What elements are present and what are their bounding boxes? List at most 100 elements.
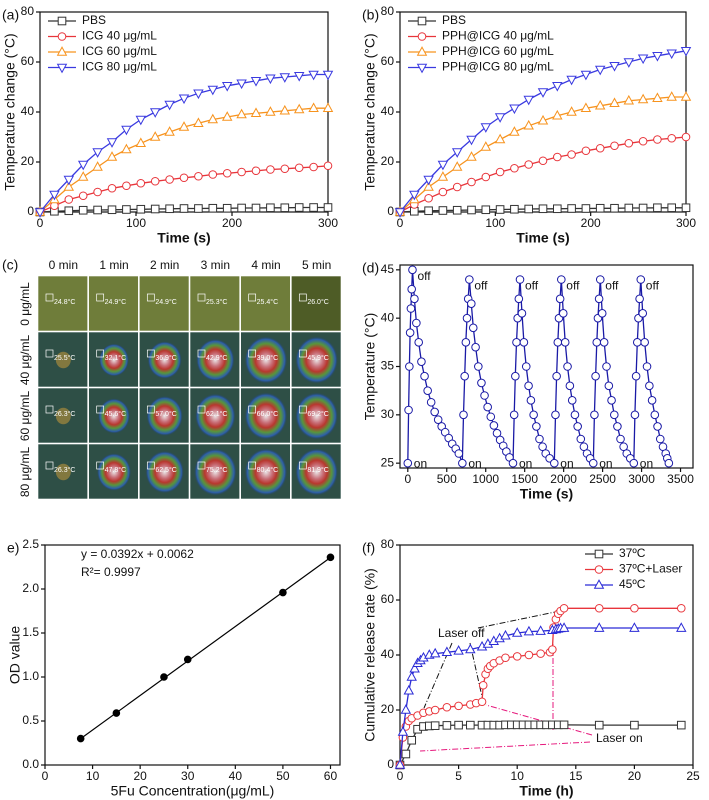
x-tick-label: 300 [676, 216, 696, 230]
legend-marker [57, 16, 67, 26]
y-tick-label: 45 [381, 262, 395, 276]
data-point [551, 410, 560, 420]
data-point [63, 181, 75, 191]
x-tick-label: 30 [181, 769, 195, 783]
x-tick-label: 0 [37, 216, 44, 230]
data-point [548, 645, 557, 654]
data-point [604, 381, 614, 391]
data-point [495, 167, 505, 177]
data-point [666, 49, 677, 60]
temperature-reading: 66.0°C [257, 410, 278, 418]
data-point [581, 146, 591, 156]
y-tick-label: 40 [381, 310, 395, 324]
data-point [509, 104, 520, 115]
data-point [645, 381, 654, 391]
annotation: Laser off [438, 626, 485, 640]
data-point [221, 81, 233, 92]
data-point [409, 662, 420, 673]
data-point [409, 190, 420, 201]
data-point [523, 95, 534, 106]
x-tick-label: 20 [133, 769, 147, 783]
data-point [508, 458, 518, 468]
data-point [221, 111, 233, 121]
data-point [236, 79, 247, 90]
data-point [555, 294, 565, 304]
data-point [557, 275, 566, 284]
crosshair [197, 405, 206, 414]
data-point [280, 164, 290, 174]
data-point [322, 102, 334, 113]
arrow [469, 642, 484, 702]
data-point [429, 647, 441, 658]
y-tick-label: 80 [21, 4, 35, 18]
panel-label: (c) [2, 257, 18, 273]
y-tick-label: 30 [381, 407, 395, 421]
data-point [49, 190, 60, 201]
y-tick-label: 0 [387, 757, 394, 771]
x-tick-label: 0 [42, 769, 49, 783]
annotation: R²= 0.9997 [81, 565, 141, 579]
data-point [638, 136, 648, 146]
data-point [602, 362, 611, 371]
data-point [512, 652, 522, 661]
data-point [511, 371, 520, 381]
data-point [637, 93, 649, 104]
data-point [510, 163, 519, 173]
data-point [642, 362, 652, 371]
y-tick-label: 20 [21, 154, 35, 168]
crosshair [146, 349, 155, 358]
data-point [637, 54, 649, 65]
panel-label: e) [7, 540, 19, 556]
temperature-reading: 75.2°C [206, 466, 227, 474]
legend-label: 45ºC [619, 577, 646, 591]
legend-label: PPH@ICG 80 μg/mL [442, 60, 554, 74]
data-point [410, 294, 419, 304]
data-point [279, 104, 291, 115]
data-point [567, 204, 576, 213]
crosshair [45, 461, 54, 470]
y-tick-label: 0 [387, 204, 394, 218]
temperature-reading: 24.8°C [54, 298, 75, 306]
data-point [420, 371, 429, 381]
y-tick-label: 40 [381, 104, 395, 118]
heat-spot [244, 392, 288, 440]
data-point [424, 206, 433, 216]
data-point [462, 313, 472, 323]
data-point [630, 410, 640, 420]
data-point [681, 203, 691, 213]
data-point [122, 181, 131, 191]
data-point [666, 91, 677, 101]
temperature-reading: 25.4°C [257, 298, 278, 306]
x-tick-label: 100 [126, 216, 146, 230]
data-point [590, 410, 599, 420]
data-point [465, 643, 476, 654]
data-point [495, 205, 505, 214]
data-point [667, 133, 677, 143]
data-point [150, 176, 160, 186]
x-tick-label: 0 [404, 472, 411, 486]
data-point [408, 265, 417, 275]
data-point [466, 151, 477, 161]
y-tick-label: 35 [381, 359, 395, 373]
arrow [477, 611, 556, 629]
heat-spot [295, 392, 338, 440]
data-point [623, 94, 635, 105]
x-tick-label: 1500 [511, 472, 538, 486]
temperature-reading: 26.3°C [54, 466, 75, 474]
data-point [537, 88, 549, 98]
data-point [638, 203, 648, 213]
data-point [576, 434, 586, 444]
data-point [453, 645, 464, 655]
row-label: 80 μg/mL [18, 447, 32, 498]
temperature-reading: 57.0°C [155, 410, 176, 418]
data-point [481, 205, 491, 215]
x-tick-label: 3000 [628, 472, 655, 486]
data-point [194, 204, 203, 213]
arrow [419, 741, 591, 752]
heat-spot [195, 393, 236, 439]
legend-marker [594, 565, 604, 574]
data-point [681, 132, 691, 142]
data-point [478, 680, 488, 690]
y-tick-label: 40 [381, 647, 395, 661]
legend-label: ICG 40 μg/mL [82, 29, 157, 43]
